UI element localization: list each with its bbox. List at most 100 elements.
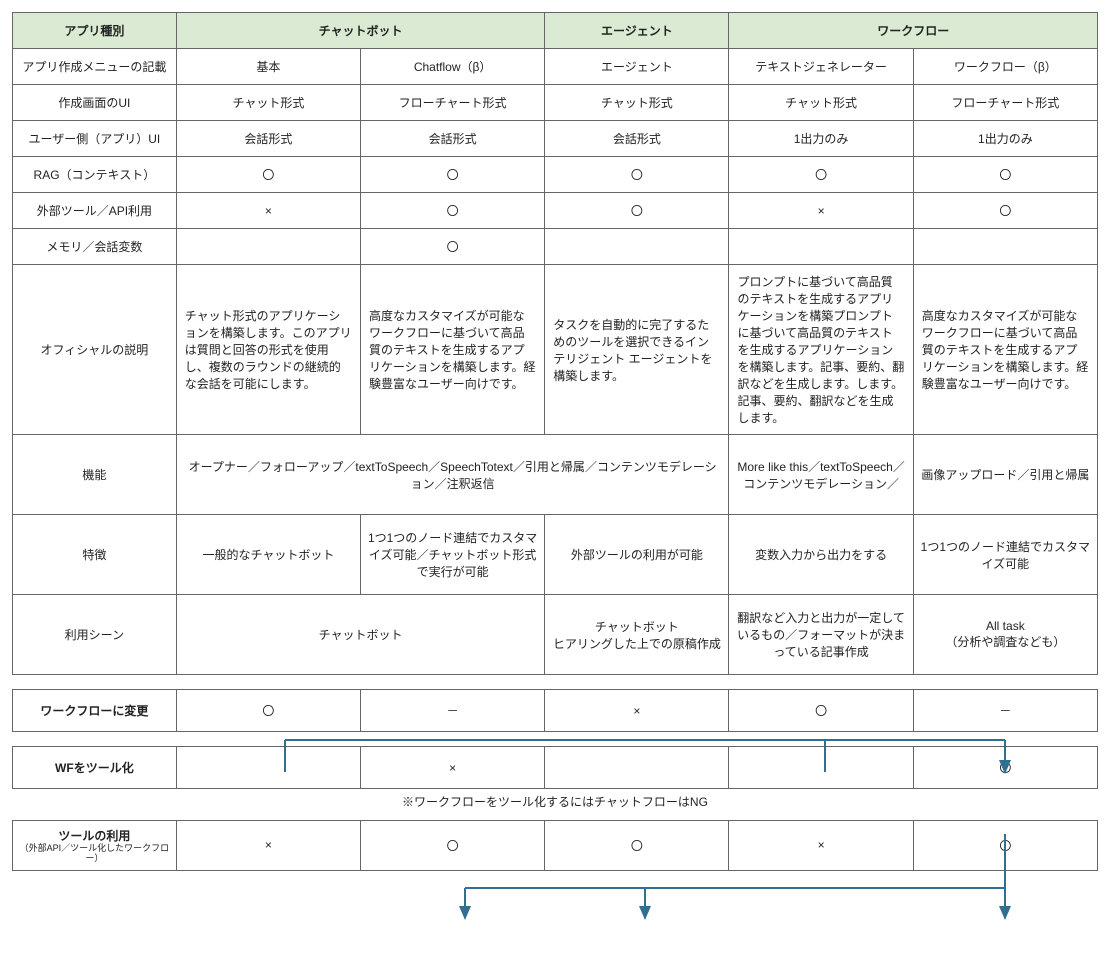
- row-user-ui: ユーザー側（アプリ）UI 会話形式 会話形式 会話形式 1出力のみ 1出力のみ: [13, 121, 1098, 157]
- cell: チャット形式: [545, 85, 729, 121]
- cell: [913, 229, 1097, 265]
- cell: 〇: [176, 690, 360, 732]
- tool-sublabel: （外部API／ツール化したワークフロー）: [19, 844, 170, 864]
- cell: ×: [729, 193, 913, 229]
- row-label: ツールの利用 （外部API／ツール化したワークフロー）: [13, 821, 177, 871]
- row-label: メモリ／会話変数: [13, 229, 177, 265]
- cell: 〇: [361, 821, 545, 871]
- header-group-chatbot: チャットボット: [176, 13, 544, 49]
- cell: [729, 747, 913, 789]
- row-label: 特徴: [13, 515, 177, 595]
- cell: All task （分析や調査なども）: [913, 595, 1097, 675]
- main-table: アプリ種別 チャットボット エージェント ワークフロー アプリ作成メニューの記載…: [12, 12, 1098, 675]
- row-label: ユーザー側（アプリ）UI: [13, 121, 177, 157]
- cell: 〇: [176, 157, 360, 193]
- cell: フローチャート形式: [361, 85, 545, 121]
- cell: Chatflow（β）: [361, 49, 545, 85]
- cell: [729, 229, 913, 265]
- cell: ×: [176, 821, 360, 871]
- cell: ×: [545, 690, 729, 732]
- mini-table-wf-tool: WFをツール化 × 〇: [12, 746, 1098, 789]
- row-label: WFをツール化: [13, 747, 177, 789]
- row-label: 機能: [13, 435, 177, 515]
- header-group-workflow: ワークフロー: [729, 13, 1098, 49]
- row-official-desc: オフィシャルの説明 チャット形式のアプリケーションを構築します。このアプリは質問…: [13, 265, 1098, 435]
- cell: 〇: [545, 193, 729, 229]
- cell: 外部ツールの利用が可能: [545, 515, 729, 595]
- cell: 会話形式: [361, 121, 545, 157]
- row-label: 作成画面のUI: [13, 85, 177, 121]
- cell: 〇: [913, 193, 1097, 229]
- cell: 〇: [913, 157, 1097, 193]
- row-rag: RAG（コンテキスト） 〇 〇 〇 〇 〇: [13, 157, 1098, 193]
- cell: 〇: [729, 157, 913, 193]
- cell: 一般的なチャットボット: [176, 515, 360, 595]
- cell: 1つ1つのノード連結でカスタマイズ可能: [913, 515, 1097, 595]
- row-features: 機能 オープナー／フォローアップ／textToSpeech／SpeechTote…: [13, 435, 1098, 515]
- cell: チャット形式のアプリケーションを構築します。このアプリは質問と回答の形式を使用し…: [176, 265, 360, 435]
- cell: 翻訳など入力と出力が一定しているもの／フォーマットが決まっている記事作成: [729, 595, 913, 675]
- cell: 1つ1つのノード連結でカスタマイズ可能／チャットボット形式で実行が可能: [361, 515, 545, 595]
- cell: 〇: [361, 229, 545, 265]
- row-characteristics: 特徴 一般的なチャットボット 1つ1つのノード連結でカスタマイズ可能／チャットボ…: [13, 515, 1098, 595]
- cell: ×: [361, 747, 545, 789]
- header-app-type: アプリ種別: [13, 13, 177, 49]
- cell: フローチャート形式: [913, 85, 1097, 121]
- cell: 〇: [361, 193, 545, 229]
- row-wf-change: ワークフローに変更 〇 － × 〇 －: [13, 690, 1098, 732]
- cell: 1出力のみ: [729, 121, 913, 157]
- row-label: ワークフローに変更: [13, 690, 177, 732]
- cell: [176, 747, 360, 789]
- cell: 基本: [176, 49, 360, 85]
- cell: 会話形式: [545, 121, 729, 157]
- cell: 高度なカスタマイズが可能なワークフローに基づいて高品質のテキストを生成するアプリ…: [913, 265, 1097, 435]
- cell: ×: [176, 193, 360, 229]
- header-row: アプリ種別 チャットボット エージェント ワークフロー: [13, 13, 1098, 49]
- cell: [545, 747, 729, 789]
- wf-note: ※ワークフローをツール化するにはチャットフローはNG: [12, 793, 1098, 810]
- row-tool-use: ツールの利用 （外部API／ツール化したワークフロー） × 〇 〇 × 〇: [13, 821, 1098, 871]
- row-label: アプリ作成メニューの記載: [13, 49, 177, 85]
- cell: エージェント: [545, 49, 729, 85]
- cell: チャット形式: [729, 85, 913, 121]
- row-create-ui: 作成画面のUI チャット形式 フローチャート形式 チャット形式 チャット形式 フ…: [13, 85, 1098, 121]
- cell: 〇: [913, 821, 1097, 871]
- tool-label: ツールの利用: [58, 829, 130, 843]
- cell: －: [361, 690, 545, 732]
- mini-table-tool-use: ツールの利用 （外部API／ツール化したワークフロー） × 〇 〇 × 〇: [12, 820, 1098, 871]
- mini-table-workflow-change: ワークフローに変更 〇 － × 〇 －: [12, 689, 1098, 732]
- cell: プロンプトに基づいて高品質のテキストを生成するアプリケーションを構築プロンプトに…: [729, 265, 913, 435]
- cell: チャットボット: [176, 595, 544, 675]
- cell: [545, 229, 729, 265]
- cell: 会話形式: [176, 121, 360, 157]
- cell: 〇: [729, 690, 913, 732]
- cell: 変数入力から出力をする: [729, 515, 913, 595]
- cell: 1出力のみ: [913, 121, 1097, 157]
- cell: ワークフロー（β）: [913, 49, 1097, 85]
- header-group-agent: エージェント: [545, 13, 729, 49]
- page-root: アプリ種別 チャットボット エージェント ワークフロー アプリ作成メニューの記載…: [12, 12, 1098, 871]
- row-label: オフィシャルの説明: [13, 265, 177, 435]
- row-usecases: 利用シーン チャットボット チャットボット ヒアリングした上での原稿作成 翻訳な…: [13, 595, 1098, 675]
- row-label: RAG（コンテキスト）: [13, 157, 177, 193]
- cell: 〇: [361, 157, 545, 193]
- row-memory: メモリ／会話変数 〇: [13, 229, 1098, 265]
- cell: －: [913, 690, 1097, 732]
- cell: [176, 229, 360, 265]
- cell: ×: [729, 821, 913, 871]
- cell: テキストジェネレーター: [729, 49, 913, 85]
- cell: タスクを自動的に完了するためのツールを選択できるインテリジェント エージェントを…: [545, 265, 729, 435]
- cell: More like this／textToSpeech／コンテンツモデレーション…: [729, 435, 913, 515]
- row-wf-tool: WFをツール化 × 〇: [13, 747, 1098, 789]
- row-menu: アプリ作成メニューの記載 基本 Chatflow（β） エージェント テキストジ…: [13, 49, 1098, 85]
- cell: 〇: [913, 747, 1097, 789]
- cell: オープナー／フォローアップ／textToSpeech／SpeechTotext／…: [176, 435, 729, 515]
- cell: 高度なカスタマイズが可能なワークフローに基づいて高品質のテキストを生成するアプリ…: [361, 265, 545, 435]
- cell: 〇: [545, 157, 729, 193]
- row-label: 利用シーン: [13, 595, 177, 675]
- cell: チャット形式: [176, 85, 360, 121]
- cell: チャットボット ヒアリングした上での原稿作成: [545, 595, 729, 675]
- row-label: 外部ツール／API利用: [13, 193, 177, 229]
- cell: 画像アップロード／引用と帰属: [913, 435, 1097, 515]
- row-external-tool: 外部ツール／API利用 × 〇 〇 × 〇: [13, 193, 1098, 229]
